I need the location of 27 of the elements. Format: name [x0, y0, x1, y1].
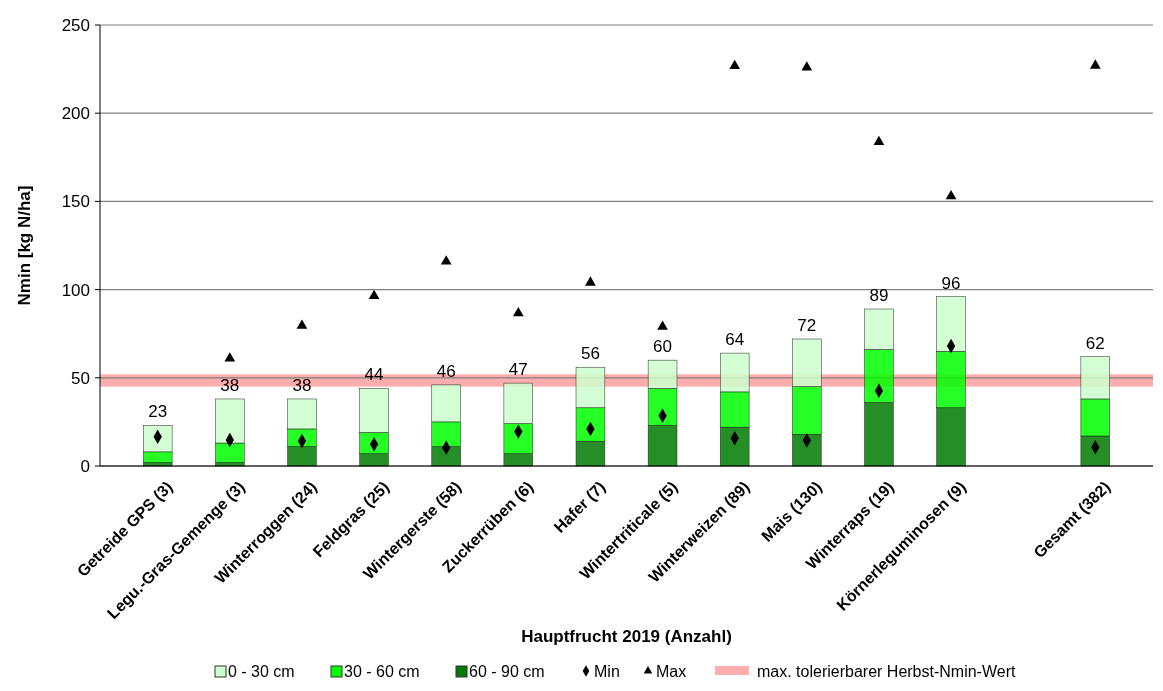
y-tick-label: 0: [80, 456, 90, 476]
legend-label: 30 - 60 cm: [344, 663, 420, 680]
legend-label: Min: [594, 663, 620, 680]
x-axis-title: Hauptfrucht 2019 (Anzahl): [521, 627, 732, 646]
total-label: 38: [220, 375, 240, 395]
y-tick-label: 100: [61, 280, 90, 300]
total-label: 38: [292, 375, 312, 395]
total-label: 56: [580, 344, 600, 364]
total-label: 72: [797, 315, 817, 335]
legend-label: max. tolerierbarer Herbst-Nmin-Wert: [757, 663, 1016, 680]
total-label: 89: [869, 286, 889, 305]
total-label: 23: [148, 402, 168, 422]
total-label: 44: [364, 365, 384, 385]
total-label: 64: [725, 330, 745, 350]
legend-label: 0 - 30 cm: [228, 663, 295, 680]
y-tick-label: 250: [61, 15, 90, 35]
total-label: 62: [1085, 333, 1105, 353]
y-tick-label: 50: [71, 368, 90, 388]
y-axis-title: Nmin [kg N/ha]: [15, 185, 34, 306]
legend-label: 60 - 90 cm: [469, 663, 545, 680]
total-label: 96: [941, 273, 961, 293]
total-label: 46: [436, 361, 456, 381]
total-label: 47: [508, 360, 528, 380]
y-tick-label: 200: [61, 104, 90, 124]
y-tick-label: 150: [61, 192, 90, 212]
legend-label: Max: [656, 663, 687, 680]
total-label: 60: [653, 337, 673, 357]
